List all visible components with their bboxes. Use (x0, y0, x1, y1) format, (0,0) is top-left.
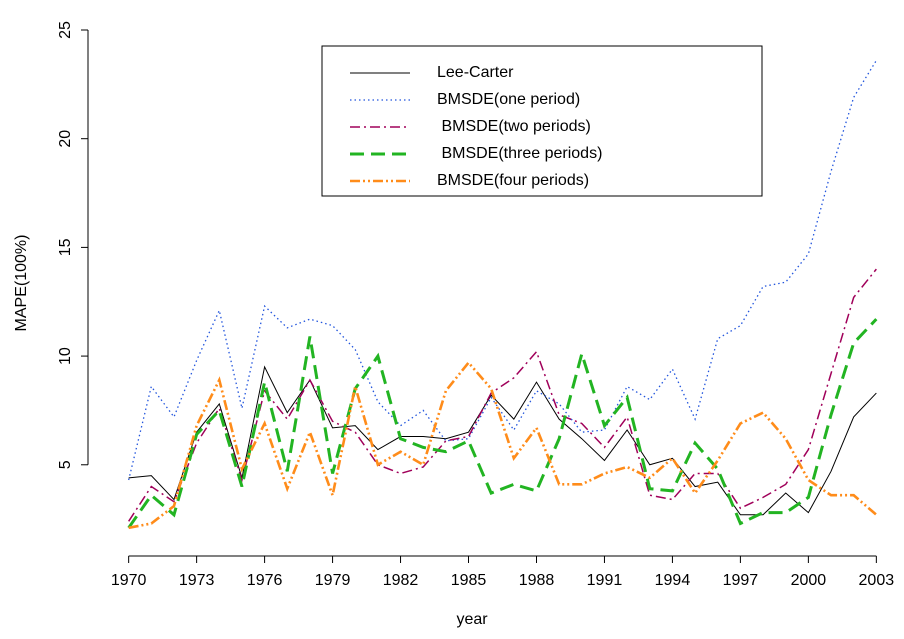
x-tick-label: 1970 (111, 572, 147, 589)
x-tick-label: 1994 (655, 572, 691, 589)
legend-label: BMSDE(two periods) (437, 118, 591, 135)
y-tick-label: 20 (57, 130, 74, 148)
y-tick-label: 5 (57, 460, 74, 469)
y-axis-label: MAPE(100%) (13, 235, 30, 332)
legend-label: BMSDE(one period) (437, 91, 580, 108)
x-tick-label: 1997 (723, 572, 759, 589)
x-tick-label: 1979 (315, 572, 351, 589)
legend-label: BMSDE(three periods) (437, 145, 602, 162)
y-tick-label: 10 (57, 347, 74, 365)
series-line (127, 318, 878, 529)
x-tick-label: 1976 (247, 572, 283, 589)
x-tick-label: 2003 (859, 572, 895, 589)
x-tick-label: 2000 (791, 572, 827, 589)
y-tick-label: 15 (57, 238, 74, 256)
x-tick-label: 1985 (451, 572, 487, 589)
series-line (128, 365, 877, 516)
legend-label: Lee-Carter (437, 64, 514, 81)
x-tick-label: 1991 (587, 572, 623, 589)
x-tick-label: 1988 (519, 572, 555, 589)
series-line (128, 360, 878, 530)
legend-label: BMSDE(four periods) (437, 172, 589, 189)
legend-box (321, 45, 763, 197)
y-tick-label: 25 (57, 21, 74, 39)
x-tick-label: 1982 (383, 572, 419, 589)
x-tick-label: 1973 (179, 572, 215, 589)
x-axis-label: year (456, 611, 488, 628)
